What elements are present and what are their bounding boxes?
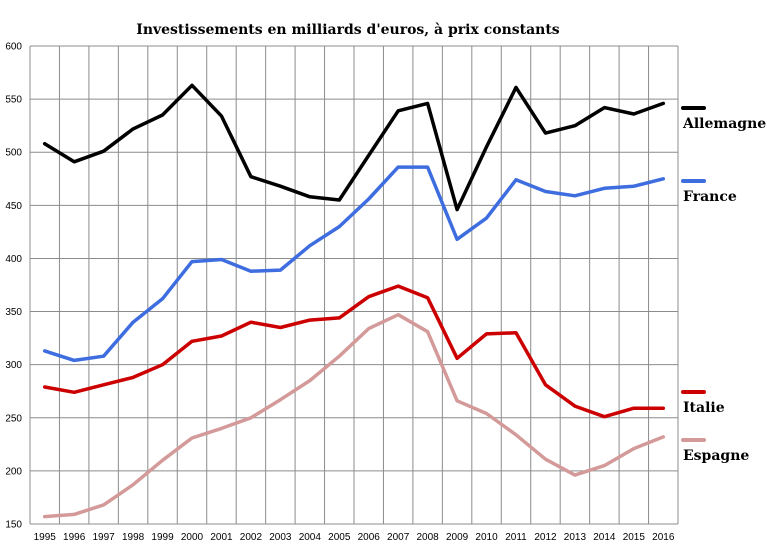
legend: Allemagne France Italie Espagne	[681, 106, 766, 464]
y-tick-label: 550	[5, 95, 22, 106]
legend-label-allemagne: Allemagne	[682, 116, 766, 132]
chart-title: Investissements en milliards d'euros, à …	[136, 22, 560, 38]
x-axis-ticks: 1995 1996 1997 1998 1999 2000 2001 2002 2003 2004…	[34, 532, 675, 543]
x-tick-label: 2011	[505, 532, 527, 543]
y-tick-label: 400	[5, 254, 22, 265]
series-line-france	[42, 165, 666, 363]
x-tick-label: 2009	[446, 532, 469, 543]
x-tick-label: 2014	[593, 532, 616, 543]
x-tick-label: 2000	[181, 532, 204, 543]
series-line-italie	[42, 284, 666, 419]
y-tick-label: 350	[5, 307, 22, 318]
x-tick-label: 2016	[652, 532, 675, 543]
series-line-allemagne	[42, 83, 666, 212]
legend-label-france: France	[683, 189, 737, 205]
x-tick-label: 2004	[299, 532, 322, 543]
y-axis-ticks: 150 200 250 300 350 400 450 500 550 600	[5, 42, 22, 531]
series-lines	[42, 83, 666, 519]
x-tick-label: 2007	[387, 532, 410, 543]
x-tick-label: 2006	[358, 532, 381, 543]
legend-label-espagne: Espagne	[683, 448, 749, 464]
x-tick-label: 2015	[623, 532, 646, 543]
x-tick-label: 2002	[240, 532, 263, 543]
y-tick-label: 150	[5, 520, 22, 531]
y-tick-label: 250	[5, 413, 22, 424]
x-tick-label: 1997	[93, 532, 116, 543]
x-tick-label: 2003	[269, 532, 292, 543]
x-tick-label: 1998	[122, 532, 145, 543]
x-tick-label: 2013	[564, 532, 587, 543]
y-tick-label: 300	[5, 360, 22, 371]
x-tick-label: 1999	[151, 532, 174, 543]
x-tick-label: 2005	[328, 532, 351, 543]
legend-label-italie: Italie	[683, 400, 725, 416]
y-tick-label: 500	[5, 148, 22, 159]
x-tick-label: 1995	[34, 532, 57, 543]
x-tick-label: 1996	[63, 532, 86, 543]
y-tick-label: 450	[5, 201, 22, 212]
y-tick-label: 600	[5, 42, 22, 53]
y-tick-label: 200	[5, 466, 22, 477]
gridlines	[29, 45, 679, 525]
x-tick-label: 2008	[417, 532, 440, 543]
x-tick-label: 2012	[534, 532, 557, 543]
x-tick-label: 2010	[475, 532, 498, 543]
x-tick-label: 2001	[210, 532, 233, 543]
series-line-espagne	[42, 312, 666, 519]
